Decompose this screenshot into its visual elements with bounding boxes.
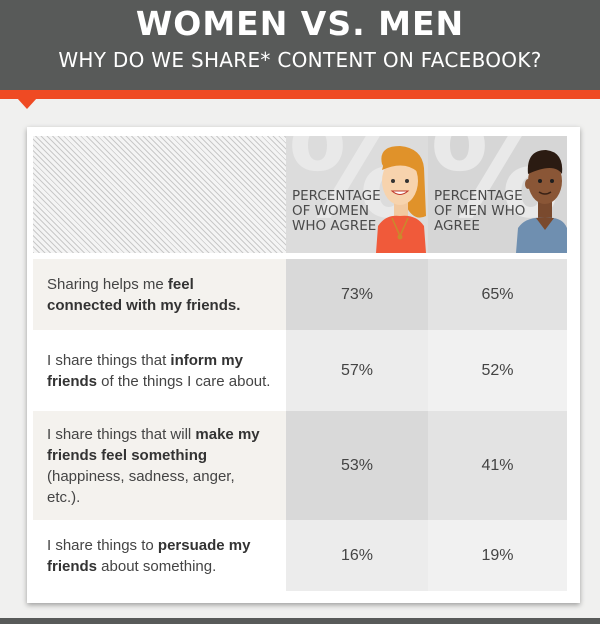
row-label: I share things that will make my friends… <box>33 411 286 520</box>
row-label: I share things to persuade my friends ab… <box>33 520 286 591</box>
row-label-emphasis: feel connected with my friends. <box>47 275 241 314</box>
row-label-segment: I share things that <box>47 351 171 369</box>
header-stripe-cell <box>33 136 286 253</box>
page-title: WOMEN VS. MEN <box>135 4 465 43</box>
man-avatar-icon <box>516 150 567 253</box>
value-women: 73% <box>286 259 428 330</box>
page-subtitle: WHY DO WE SHARE* CONTENT ON FACEBOOK? <box>58 48 542 72</box>
column-label-women: PERCENTAGE OF WOMEN WHO AGREE <box>292 188 381 234</box>
table-row: I share things that will make my friends… <box>33 411 567 520</box>
row-label-text: I share things that inform my friends of… <box>47 350 272 392</box>
row-label-segment: I share things to <box>47 536 158 554</box>
row-label-text: I share things that will make my friends… <box>47 424 272 508</box>
row-label-text: Sharing helps me feel connected with my … <box>47 274 272 316</box>
value-men: 41% <box>428 411 567 520</box>
row-label-segment: Sharing helps me <box>47 275 168 293</box>
banner-notch <box>17 98 37 109</box>
value-women: 57% <box>286 330 428 411</box>
value-men: 19% <box>428 520 567 591</box>
column-label-men: PERCENTAGE OF MEN WHO AGREE <box>434 188 526 234</box>
table-row: Sharing helps me feel connected with my … <box>33 259 567 330</box>
column-header-women: % PERCENTAGE OF WOMEN WHO AGREE <box>286 136 428 253</box>
bottom-bar <box>0 618 600 624</box>
woman-avatar-icon <box>376 146 426 253</box>
value-men: 65% <box>428 259 567 330</box>
row-label: I share things that inform my friends of… <box>33 330 286 411</box>
row-label-segment: I share things that will <box>47 425 196 443</box>
value-men: 52% <box>428 330 567 411</box>
table-row: I share things to persuade my friends ab… <box>33 520 567 591</box>
row-label-segment: about something. <box>97 557 217 575</box>
value-women: 53% <box>286 411 428 520</box>
table-row: I share things that inform my friends of… <box>33 330 567 411</box>
row-label-segment: of the things I care about. <box>97 372 271 390</box>
header-banner: WOMEN VS. MEN WHY DO WE SHARE* CONTENT O… <box>0 0 600 90</box>
row-label-emphasis: persuade my friends <box>47 536 251 575</box>
row-label-emphasis: inform my friends <box>47 351 243 390</box>
row-label-segment: (happiness, sadness, anger, etc.). <box>47 467 235 506</box>
row-label-text: I share things to persuade my friends ab… <box>47 535 272 577</box>
column-header-men: % PERCENTAGE OF MEN WHO AGREE <box>428 136 567 253</box>
row-label: Sharing helps me feel connected with my … <box>33 259 286 330</box>
row-label-emphasis: make my friends feel something <box>47 425 260 464</box>
value-women: 16% <box>286 520 428 591</box>
accent-bar <box>0 90 600 99</box>
